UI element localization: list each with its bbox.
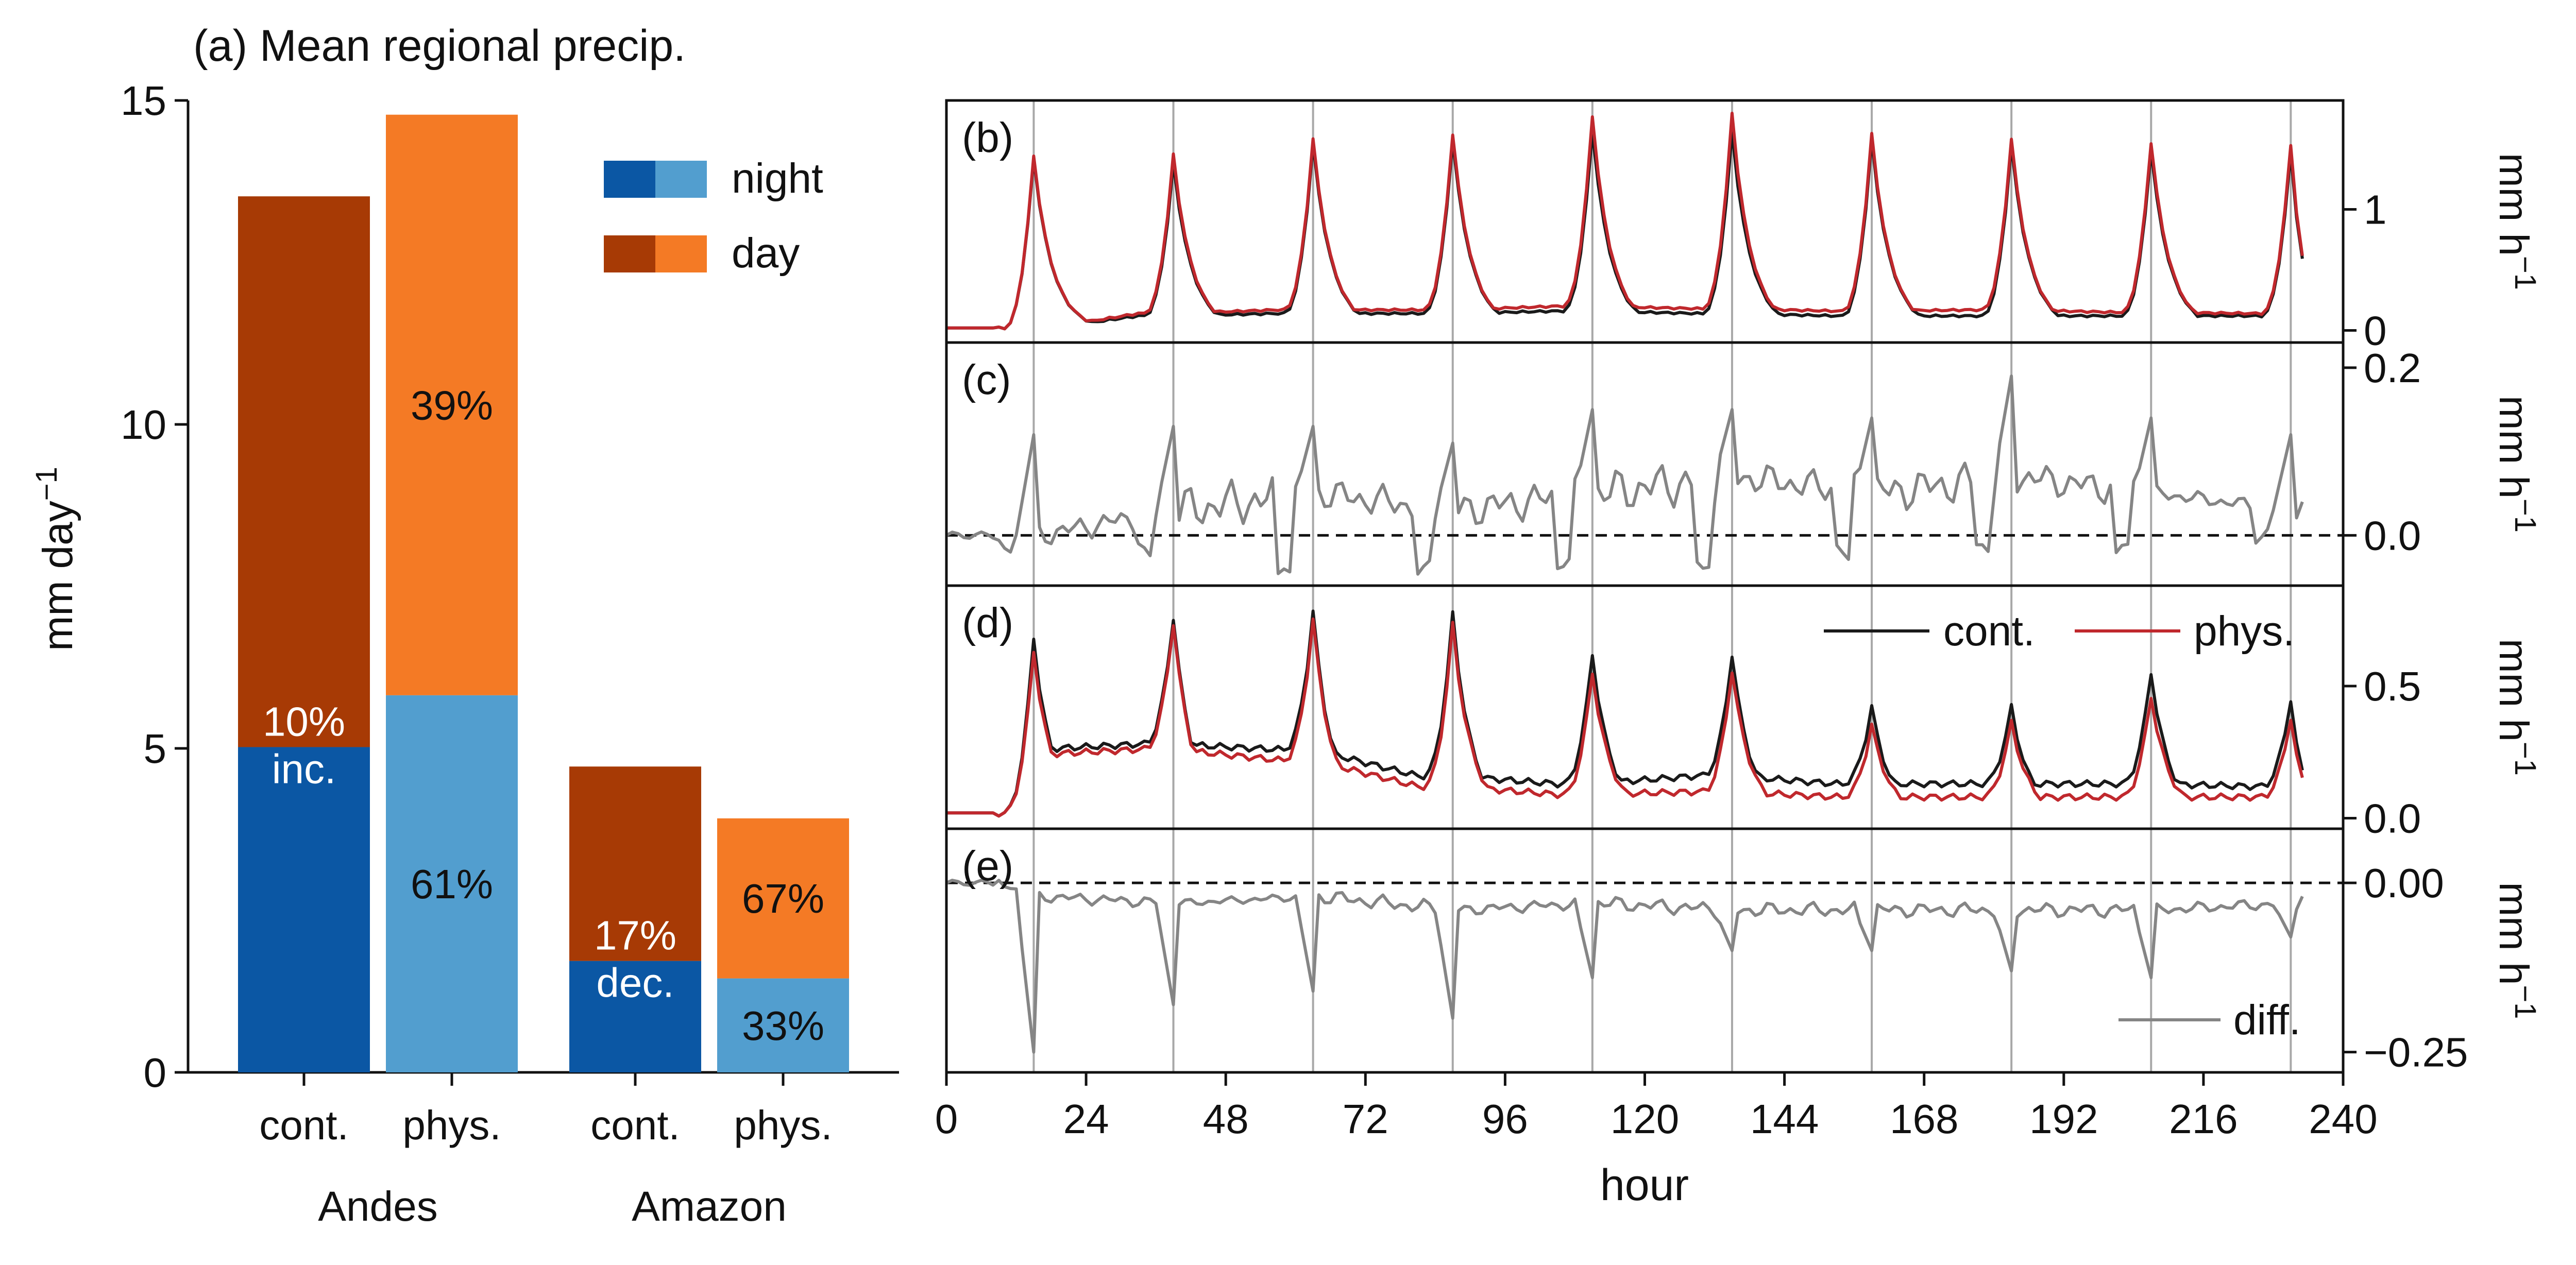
panel-a-xtick-label: cont. <box>259 1102 348 1148</box>
legend-label-night: night <box>732 155 823 202</box>
ytick-label: −0.25 <box>2364 1030 2468 1075</box>
xtick-label: 96 <box>1482 1096 1528 1142</box>
xtick-label: 144 <box>1750 1096 1819 1142</box>
ytick-label: 0.5 <box>2364 663 2421 709</box>
ytick-label: 0.0 <box>2364 795 2421 841</box>
bar-day-annotation: 39% <box>411 382 493 428</box>
panel-a-ytick-label: 0 <box>144 1050 167 1096</box>
ylabel-unit: mm h <box>2491 153 2537 256</box>
bar-night-annotation: inc. <box>272 746 336 792</box>
bar-night-annotation: 61% <box>411 861 493 907</box>
legend-label-cont: cont. <box>1943 608 2035 655</box>
bar-day-annotation: 17% <box>594 913 676 959</box>
ytick-label: 0.2 <box>2364 345 2421 391</box>
bar-night-segment <box>386 695 518 1072</box>
panel-a-group-label: Andes <box>318 1183 438 1230</box>
panel-a-ytick-label: 5 <box>144 726 167 772</box>
panel-d: 0.0 0.5 (d) mm h−1 <box>945 584 2542 841</box>
ylabel-unit: mm h <box>2491 639 2537 742</box>
bar-night-segment <box>717 978 849 1072</box>
ytick-label: 0 <box>2364 308 2387 354</box>
legend-swatch-day-light <box>655 235 707 272</box>
panel-ylabel: mm h−1 <box>2491 882 2542 1019</box>
bar-night-segment <box>569 961 701 1072</box>
legend-swatch-night-light <box>655 161 707 198</box>
series-line-phys <box>946 111 2304 331</box>
bar-day-annotation: 67% <box>742 876 824 921</box>
panel-ylabel-text: mm h−1 <box>2491 153 2542 290</box>
ytick-label: 1 <box>2364 187 2387 233</box>
panel-e: −0.25 0.00 (e) mm h−1 0 24 48 72 96 120 144 168 192 2… <box>935 827 2542 1142</box>
panel-label: (b) <box>962 114 1013 161</box>
xtick-label: 216 <box>2169 1096 2238 1142</box>
panel-ylabel: mm h−1 <box>2491 396 2542 533</box>
panel-label: (d) <box>962 600 1013 646</box>
xtick-label: 240 <box>2309 1096 2377 1142</box>
bar-day-segment <box>386 114 518 695</box>
ylabel-exponent: −1 <box>2509 985 2542 1019</box>
ylabel-unit: mm h <box>2491 396 2537 499</box>
xtick-label: 24 <box>1063 1096 1109 1142</box>
legend-swatch-night-dark <box>604 161 655 198</box>
xtick-label: 0 <box>935 1096 958 1142</box>
bar-night-segment <box>238 747 370 1072</box>
ytick-label: 0.00 <box>2364 860 2444 906</box>
panel-label: (c) <box>962 356 1011 403</box>
series-line-diff <box>945 878 2304 1054</box>
timeseries-panels: 01(b)mm h−10.00.2(c)mm h−10.00.5(d)mm h−… <box>935 99 2542 1142</box>
legend-panel-e: diff. <box>2119 997 2301 1044</box>
panel-b: 0 1 (b) mm h−1 <box>945 99 2542 354</box>
bar-day-segment <box>569 766 701 961</box>
bar-chart: 0 5 10 15 cont. 10%inc. phys. 39% 61% Andes cont. 1… <box>121 78 899 1230</box>
ylabel-unit: mm h <box>2491 882 2537 985</box>
svg-text:mm day−1: mm day−1 <box>30 467 81 651</box>
panel-frame <box>945 827 2345 1074</box>
panel-a-ytick-label: 10 <box>121 402 166 448</box>
legend-panel-d: cont. phys. <box>1824 608 2295 655</box>
ylabel-exponent: −1 <box>2509 499 2542 533</box>
ylabel-exponent: −1 <box>2509 256 2542 290</box>
panel-ylabel-text: mm h−1 <box>2491 882 2542 1019</box>
legend-swatch-day-dark <box>604 235 655 272</box>
panel-a-xtick-label: phys. <box>734 1102 832 1148</box>
xtick-label: 192 <box>2029 1096 2098 1142</box>
panel-frame <box>945 584 2345 830</box>
panel-ylabel: mm h−1 <box>2491 153 2542 290</box>
panel-a-ytick-label: 15 <box>121 78 166 124</box>
series-line-cont <box>946 609 2304 818</box>
xtick-label: 168 <box>1890 1096 1958 1142</box>
bar-day-segment <box>717 818 849 979</box>
panel-label: (e) <box>962 843 1013 890</box>
bar-night-annotation: 33% <box>742 1003 824 1049</box>
panel-ylabel-text: mm h−1 <box>2491 639 2542 776</box>
xtick-label: 48 <box>1203 1096 1249 1142</box>
series-line-diff <box>945 374 2304 576</box>
legend-label-day: day <box>732 230 800 277</box>
panel-c: 0.0 0.2 (c) mm h−1 <box>945 341 2542 587</box>
xtick-label: 72 <box>1343 1096 1388 1142</box>
panel-ylabel-text: mm h−1 <box>2491 396 2542 533</box>
panel-a-ylabel-text: mm day <box>35 501 81 651</box>
ylabel-exponent: −1 <box>2509 742 2542 776</box>
panel-a-xtick-label: cont. <box>590 1102 680 1148</box>
panel-a-ylabel: mm day−1 <box>30 467 81 651</box>
xtick-label: 120 <box>1611 1096 1679 1142</box>
xaxis-label-hour: hour <box>1600 1160 1689 1210</box>
series-line-cont <box>946 130 2304 331</box>
panel-frame <box>945 99 2345 344</box>
panel-a-group-label: Amazon <box>632 1183 787 1230</box>
panel-a-title: (a) Mean regional precip. <box>193 21 686 71</box>
legend-label-diff: diff. <box>2233 997 2301 1044</box>
panel-ylabel: mm h−1 <box>2491 639 2542 776</box>
panel-a-ylabel-exp: −1 <box>30 467 63 501</box>
bar-day-annotation: 10% <box>263 698 345 744</box>
panel-frame <box>945 341 2345 587</box>
panel-a-xtick-label: phys. <box>402 1102 501 1148</box>
legend-label-phys: phys. <box>2194 608 2295 655</box>
series-line-phys <box>946 617 2304 818</box>
bar-day-segment <box>238 196 370 747</box>
ytick-label: 0.0 <box>2364 512 2421 558</box>
bar-night-annotation: dec. <box>596 960 674 1006</box>
